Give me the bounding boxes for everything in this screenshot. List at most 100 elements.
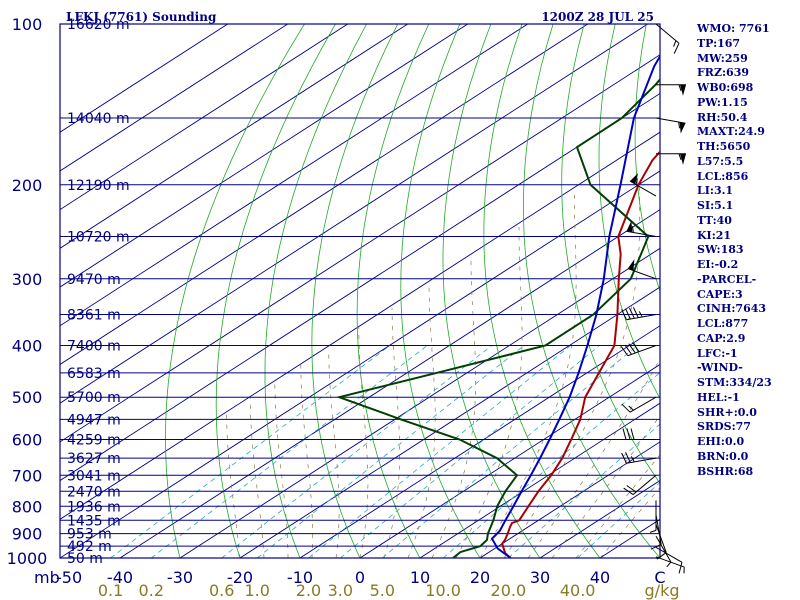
wind-barb-full bbox=[621, 309, 627, 320]
y-tick-label: 800 bbox=[12, 497, 43, 516]
wind-barb-staff bbox=[626, 314, 657, 321]
index-line: SW:183 bbox=[697, 243, 744, 257]
isotherm-line bbox=[60, 24, 288, 172]
isotherm-line bbox=[299, 325, 660, 558]
chart-labels: LFKJ (7761) Sounding 1200Z 28 JUL 25 100… bbox=[7, 10, 680, 600]
isotherm-line bbox=[60, 24, 528, 327]
x-tick-label: -20 bbox=[227, 568, 253, 587]
wind-barb-half bbox=[666, 561, 672, 568]
isotherm-line bbox=[60, 24, 408, 249]
moist-adiabat-line bbox=[407, 282, 436, 558]
height-label: 9470 m bbox=[67, 272, 121, 288]
index-line: CAPE:3 bbox=[697, 287, 743, 301]
index-line: CAP:2.9 bbox=[697, 331, 746, 345]
wind-barb-pennant bbox=[679, 122, 686, 134]
moist-adiabat-line bbox=[431, 254, 476, 558]
wind-barb-full bbox=[625, 452, 631, 463]
wind-barb-staff bbox=[629, 396, 657, 413]
moist-adiabat-line bbox=[300, 365, 314, 558]
moist-adiabat-line bbox=[249, 397, 265, 558]
isotherm-line bbox=[119, 209, 660, 558]
wind-barb-full bbox=[632, 342, 640, 352]
index-line: SHR+:0.0 bbox=[697, 405, 757, 419]
wind-barb-half bbox=[649, 529, 657, 533]
mixing-ratio-label: 20.0 bbox=[491, 581, 527, 600]
plot-frame bbox=[59, 23, 661, 559]
y-tick-label: 400 bbox=[12, 337, 43, 356]
wind-barb-full bbox=[673, 43, 680, 54]
chart-title: LFKJ (7761) Sounding bbox=[66, 10, 217, 24]
x-tick-label: 20 bbox=[470, 568, 490, 587]
wind-barb-half bbox=[638, 311, 643, 318]
index-line: LCL:856 bbox=[697, 169, 749, 183]
x-tick-label: -40 bbox=[107, 568, 133, 587]
height-label: 14040 m bbox=[67, 111, 130, 127]
wind-barb-pennant bbox=[630, 173, 639, 185]
index-line: SRDS:77 bbox=[697, 420, 751, 434]
height-label: 5700 m bbox=[67, 390, 121, 406]
index-line: -WIND- bbox=[697, 361, 743, 375]
wind-barb-staff bbox=[655, 117, 686, 124]
mixing-ratio-label: 0.6 bbox=[209, 581, 234, 600]
wind-barb bbox=[621, 396, 657, 413]
wind-barb-full bbox=[624, 344, 632, 355]
wind-barbs bbox=[620, 23, 686, 574]
wind-barb bbox=[656, 153, 686, 165]
wind-barb-full bbox=[621, 452, 627, 464]
isobars bbox=[59, 23, 661, 559]
wind-barb-staff bbox=[655, 514, 662, 545]
wind-barb-half bbox=[678, 121, 681, 129]
index-line: WB0:698 bbox=[697, 81, 754, 94]
wind-barb bbox=[621, 307, 657, 321]
y-tick-label: 200 bbox=[12, 176, 43, 195]
wind-barb-staff bbox=[632, 474, 657, 495]
isotherm-line bbox=[359, 363, 660, 558]
index-line: SI:5.1 bbox=[697, 199, 734, 212]
wind-barb-pennant bbox=[680, 84, 686, 96]
index-line: -PARCEL- bbox=[697, 272, 757, 286]
height-label: 953 m bbox=[67, 527, 112, 543]
height-label: 4947 m bbox=[67, 412, 121, 428]
height-label: 6583 m bbox=[67, 366, 121, 382]
index-line: LCL:877 bbox=[697, 317, 749, 330]
moist-adiabat-line bbox=[328, 348, 340, 558]
wind-barb bbox=[655, 535, 672, 568]
index-line: TT:40 bbox=[697, 213, 732, 227]
wind-barb bbox=[620, 342, 657, 357]
isotherm-line bbox=[60, 24, 588, 365]
wind-barb bbox=[656, 84, 686, 96]
wind-barb-pennant bbox=[626, 220, 633, 233]
height-label: 3627 m bbox=[67, 451, 121, 467]
wind-barb-full bbox=[626, 485, 637, 493]
height-label: 16620 m bbox=[67, 17, 130, 33]
wind-barb bbox=[627, 259, 657, 280]
index-line: RH:50.4 bbox=[697, 110, 748, 124]
moist-adiabat-line bbox=[479, 190, 577, 558]
moist-adiabat-line bbox=[455, 227, 523, 558]
moist-adiabat-line bbox=[226, 412, 241, 558]
index-line: FRZ:639 bbox=[697, 66, 750, 80]
index-line: LFC:-1 bbox=[697, 346, 738, 360]
index-line: TH:5650 bbox=[697, 140, 751, 153]
moist-adiabat-line bbox=[551, 415, 660, 558]
index-line: MAXT:24.9 bbox=[697, 125, 765, 139]
wind-barb-staff bbox=[655, 23, 680, 44]
height-label: 8361 m bbox=[67, 308, 121, 324]
isotherm-line bbox=[60, 24, 648, 404]
x-tick-label: C bbox=[654, 568, 665, 587]
wind-barb-full bbox=[650, 543, 662, 550]
wind-barb-full bbox=[623, 487, 634, 495]
wind-barb-staff bbox=[655, 524, 667, 553]
index-line: LI:3.1 bbox=[697, 184, 734, 198]
x-tick-label: -10 bbox=[287, 568, 313, 587]
x-tick-label: 40 bbox=[590, 568, 610, 587]
wind-barb-staff bbox=[626, 230, 657, 237]
y-tick-label: 500 bbox=[12, 388, 43, 407]
isotherm-line bbox=[239, 286, 660, 558]
wind-barb bbox=[655, 117, 686, 134]
index-line: CINH:7643 bbox=[697, 302, 767, 316]
index-line: EHI:0.0 bbox=[697, 435, 745, 448]
height-label: 492 m bbox=[67, 539, 112, 555]
wind-barb-full bbox=[678, 562, 683, 574]
y-tick-label: 1000 bbox=[7, 549, 48, 568]
